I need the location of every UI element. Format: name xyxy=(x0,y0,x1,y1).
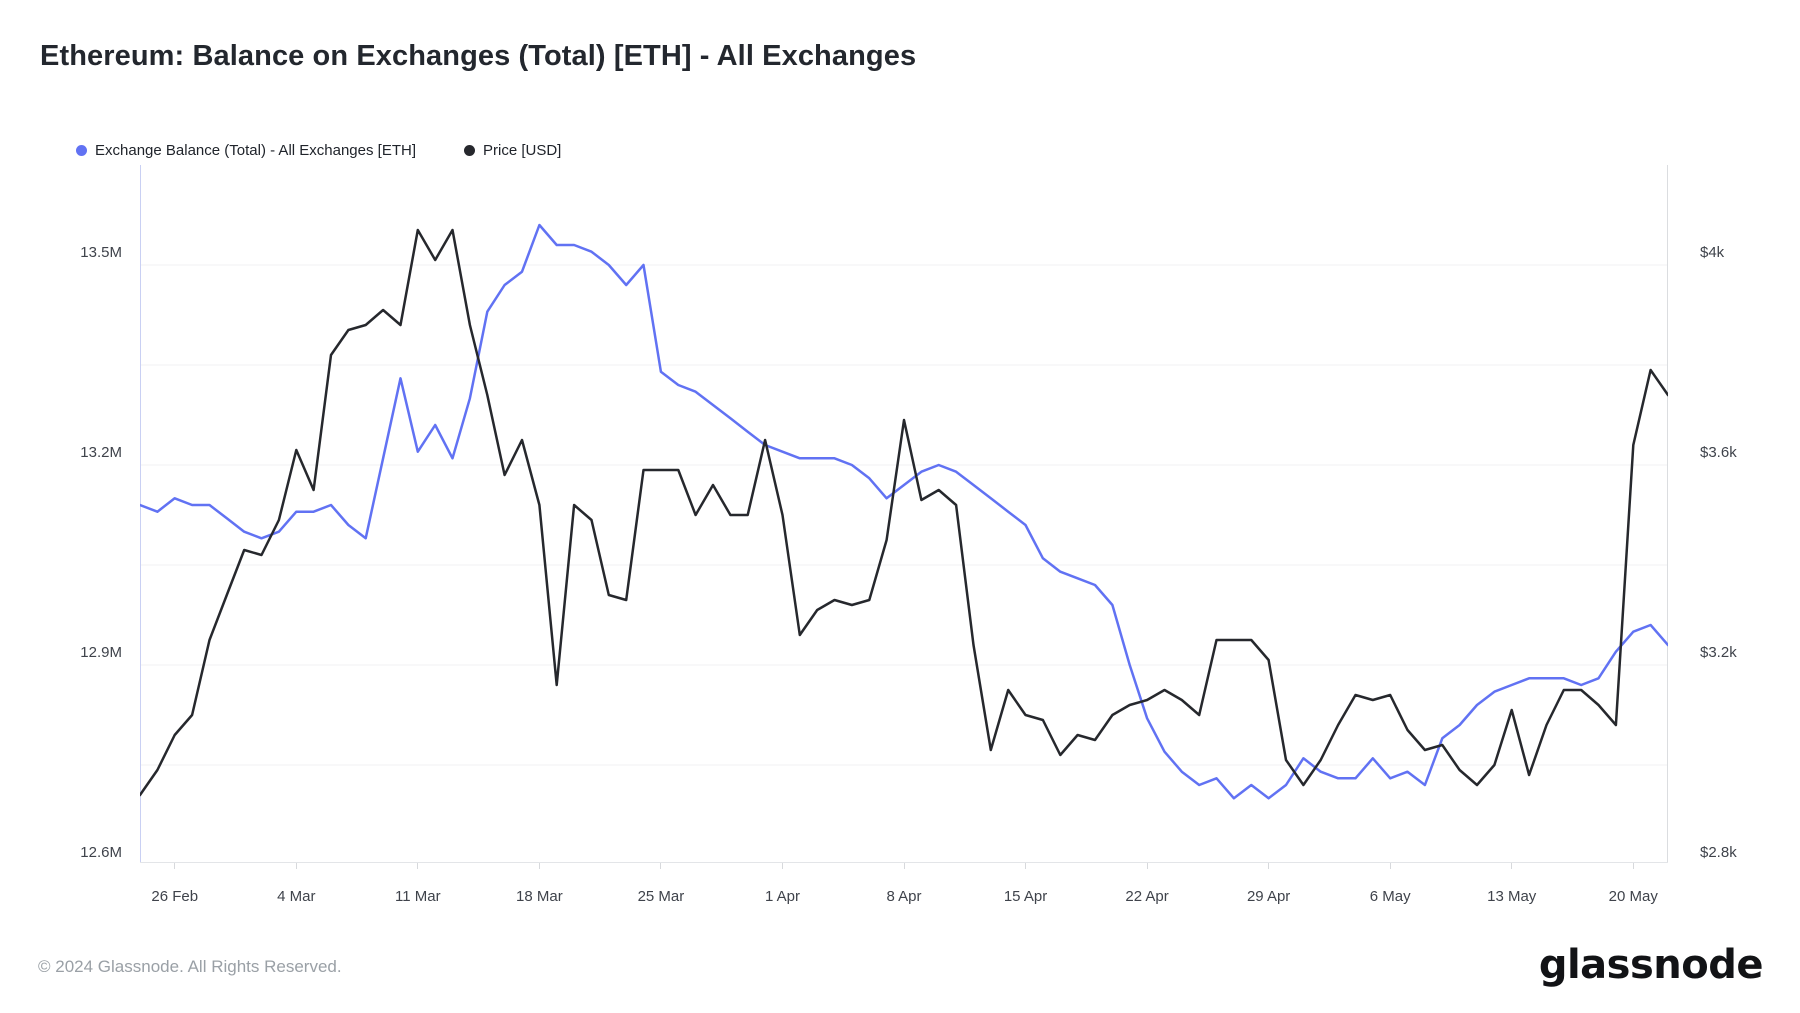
y-axis-left-label: 12.9M xyxy=(80,644,122,661)
x-axis-tick xyxy=(1025,863,1027,869)
legend-label: Exchange Balance (Total) - All Exchanges… xyxy=(95,142,416,159)
legend-item-price[interactable]: Price [USD] xyxy=(464,142,561,159)
x-axis-tick xyxy=(417,863,419,869)
glassnode-logo: glassnode xyxy=(1538,942,1764,988)
chart-canvas xyxy=(138,165,1670,863)
page-title: Ethereum: Balance on Exchanges (Total) [… xyxy=(40,40,917,72)
x-axis-label: 6 May xyxy=(1369,888,1411,905)
chart-legend: Exchange Balance (Total) - All Exchanges… xyxy=(76,142,561,159)
price-line xyxy=(138,228,1670,797)
y-axis-right-label: $3.2k xyxy=(1700,644,1737,661)
x-axis-tick xyxy=(1146,863,1148,869)
x-axis-tick xyxy=(295,863,297,869)
price-series-dot-icon xyxy=(464,145,475,156)
x-axis-tick xyxy=(1511,863,1513,869)
x-axis-label: 22 Apr xyxy=(1125,888,1169,905)
y-axis-left-label: 13.5M xyxy=(80,244,122,261)
x-axis-label: 15 Apr xyxy=(1003,888,1048,905)
x-axis-label: 18 Mar xyxy=(516,888,563,905)
x-axis-label: 4 Mar xyxy=(277,888,316,905)
copyright-text: © 2024 Glassnode. All Rights Reserved. xyxy=(38,957,342,976)
balance-series-dot-icon xyxy=(76,145,87,156)
legend-label: Price [USD] xyxy=(483,142,562,159)
x-axis-label: 13 May xyxy=(1487,888,1537,905)
x-axis-label: 1 Apr xyxy=(764,888,800,905)
x-axis-label: 11 Mar xyxy=(395,888,441,905)
plot-area[interactable] xyxy=(138,165,1670,863)
y-axis-left-label: 13.2M xyxy=(80,444,122,461)
x-axis-label: 20 May xyxy=(1608,888,1658,905)
x-axis-tick xyxy=(660,863,662,869)
x-axis-label: 26 Feb xyxy=(151,888,199,905)
y-axis-right-label: $4k xyxy=(1700,244,1725,261)
x-axis-label: 8 Apr xyxy=(886,888,922,905)
x-axis-tick xyxy=(538,863,540,869)
y-axis-right-label: $2.8k xyxy=(1700,844,1737,861)
balance-line xyxy=(138,223,1670,800)
legend-item-exchange-balance[interactable]: Exchange Balance (Total) - All Exchanges… xyxy=(76,142,416,159)
gridlines xyxy=(140,264,1668,766)
x-axis-tick xyxy=(174,863,176,869)
y-axis-left-label: 12.6M xyxy=(80,844,122,861)
series-lines xyxy=(138,223,1670,800)
x-axis-label: 29 Apr xyxy=(1246,888,1291,905)
x-axis-tick xyxy=(1389,863,1391,869)
x-axis-tick xyxy=(1632,863,1634,869)
x-axis-tick xyxy=(1268,863,1270,869)
x-axis-tick xyxy=(903,863,905,869)
y-axis-right-label: $3.6k xyxy=(1700,444,1737,461)
x-axis-label: 25 Mar xyxy=(637,888,685,905)
x-axis-tick xyxy=(781,863,783,869)
